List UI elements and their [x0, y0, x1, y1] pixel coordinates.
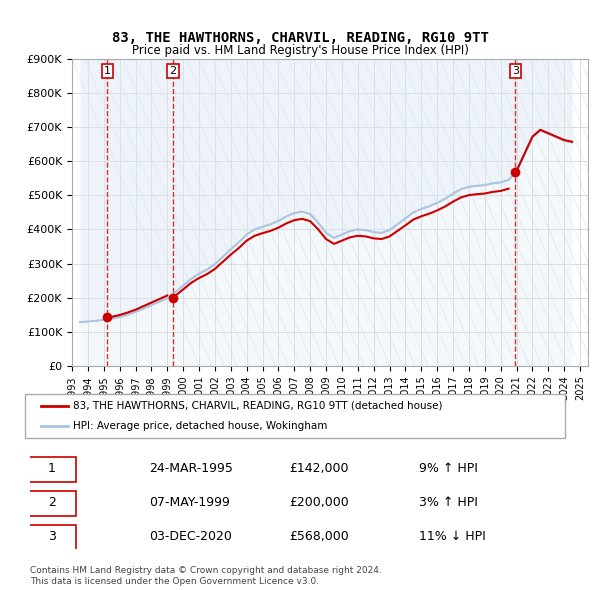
- Text: £142,000: £142,000: [289, 461, 349, 475]
- Text: 07-MAY-1999: 07-MAY-1999: [149, 496, 230, 509]
- Text: 3: 3: [512, 66, 519, 76]
- FancyBboxPatch shape: [25, 394, 565, 438]
- Text: 9% ↑ HPI: 9% ↑ HPI: [419, 461, 478, 475]
- Text: 3: 3: [47, 530, 56, 543]
- Text: 24-MAR-1995: 24-MAR-1995: [149, 461, 233, 475]
- Text: 2: 2: [169, 66, 176, 76]
- Text: 1: 1: [47, 461, 56, 475]
- Text: 1: 1: [104, 66, 111, 76]
- Text: 83, THE HAWTHORNS, CHARVIL, READING, RG10 9TT: 83, THE HAWTHORNS, CHARVIL, READING, RG1…: [112, 31, 488, 45]
- Text: 83, THE HAWTHORNS, CHARVIL, READING, RG10 9TT (detached house): 83, THE HAWTHORNS, CHARVIL, READING, RG1…: [73, 401, 443, 411]
- FancyBboxPatch shape: [28, 457, 76, 481]
- Text: 11% ↓ HPI: 11% ↓ HPI: [419, 530, 485, 543]
- Text: Price paid vs. HM Land Registry's House Price Index (HPI): Price paid vs. HM Land Registry's House …: [131, 44, 469, 57]
- Text: £200,000: £200,000: [289, 496, 349, 509]
- Text: HPI: Average price, detached house, Wokingham: HPI: Average price, detached house, Woki…: [73, 421, 328, 431]
- FancyBboxPatch shape: [28, 525, 76, 550]
- Text: 03-DEC-2020: 03-DEC-2020: [149, 530, 232, 543]
- Text: 2: 2: [47, 496, 56, 509]
- Text: Contains HM Land Registry data © Crown copyright and database right 2024.
This d: Contains HM Land Registry data © Crown c…: [30, 566, 382, 586]
- FancyBboxPatch shape: [28, 491, 76, 516]
- Text: £568,000: £568,000: [289, 530, 349, 543]
- Text: 3% ↑ HPI: 3% ↑ HPI: [419, 496, 478, 509]
